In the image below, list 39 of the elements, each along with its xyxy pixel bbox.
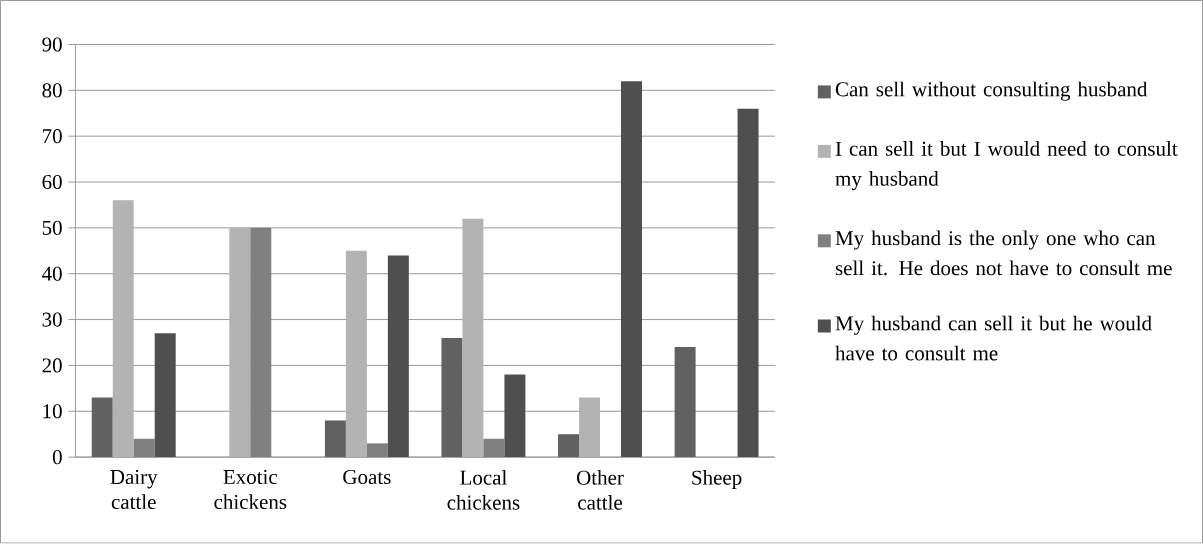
legend-label: I can sell it but I would need to consult my husband <box>835 141 1178 191</box>
y-tick-label: 90 <box>42 37 62 52</box>
y-tick-label: 20 <box>42 358 62 373</box>
bar <box>366 443 388 458</box>
x-tick-label: Goats <box>343 470 391 485</box>
bar <box>345 251 367 458</box>
bar <box>462 218 484 458</box>
bar <box>133 439 155 458</box>
y-tick-label: 0 <box>52 450 62 465</box>
x-tick-label: Local chickens <box>447 470 520 510</box>
bar <box>112 200 134 458</box>
y-tick-label: 10 <box>43 404 62 419</box>
bar <box>504 374 526 458</box>
x-tick-label: Dairy cattle <box>110 470 158 510</box>
bar <box>441 338 463 458</box>
bar <box>579 397 601 458</box>
y-tick-label: 30 <box>42 312 62 327</box>
bar <box>483 439 505 458</box>
legend-label: Can sell without consulting husband <box>835 81 1148 101</box>
x-tick-label: Sheep <box>692 470 742 490</box>
bar <box>674 347 696 458</box>
x-tick-label: Exotic chickens <box>214 470 287 510</box>
y-tick-label: 60 <box>42 175 62 190</box>
bar <box>324 420 346 458</box>
bar <box>620 81 642 458</box>
y-tick-label: 50 <box>42 221 62 236</box>
legend-label: My husband can sell it but he would have to consult me <box>835 315 1152 361</box>
bar <box>229 228 251 458</box>
bar <box>387 255 409 458</box>
bar <box>250 228 272 458</box>
y-tick-label: 40 <box>42 266 62 282</box>
x-tick-label: Other cattle <box>576 470 624 510</box>
legend-label: My husband is the only one who can sell it. He does not have to consult me <box>835 230 1172 276</box>
bar <box>154 333 176 458</box>
y-tick-label: 70 <box>42 129 62 144</box>
y-tick-label: 80 <box>42 83 62 98</box>
bar <box>737 108 759 458</box>
bar <box>558 434 580 458</box>
bar <box>91 397 113 458</box>
